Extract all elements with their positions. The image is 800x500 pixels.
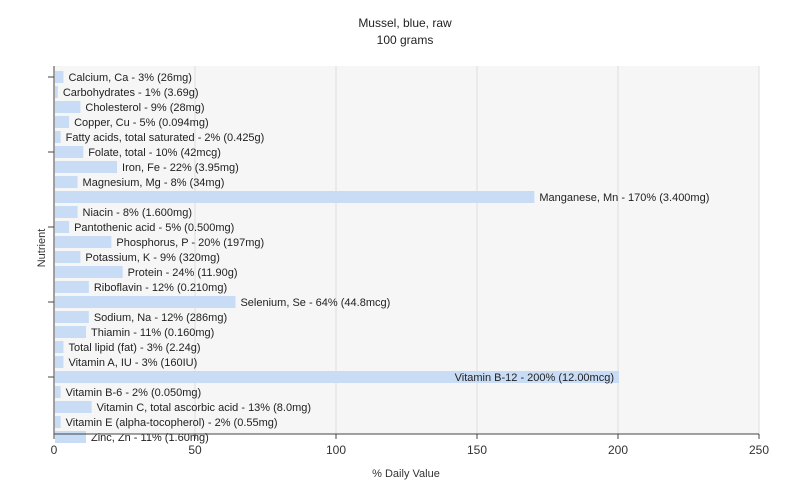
bar-label: Sodium, Na - 12% (286mg) [94,312,227,324]
bar [55,146,84,158]
bar-label: Niacin - 8% (1.600mg) [83,207,192,219]
bar-label: Carbohydrates - 1% (3.69g) [63,87,199,99]
bar-label: Calcium, Ca - 3% (26mg) [68,72,191,84]
bar-label: Vitamin A, IU - 3% (160IU) [68,357,197,369]
bar-label: Magnesium, Mg - 8% (34mg) [83,177,225,189]
bar-label: Folate, total - 10% (42mcg) [88,147,221,159]
bar-label: Copper, Cu - 5% (0.094mg) [74,117,209,129]
bar-label: Iron, Fe - 22% (3.95mg) [122,162,239,174]
bar-label: Vitamin C, total ascorbic acid - 13% (8.… [97,402,311,414]
bar-label: Zinc, Zn - 11% (1.60mg) [91,432,209,444]
bar [55,71,64,83]
bar [55,236,112,248]
bar [55,116,70,128]
x-tick-label: 150 [467,443,487,457]
bar [55,221,70,233]
bar-label: Thiamin - 11% (0.160mg) [91,327,214,339]
bar [55,101,81,113]
bar-label: Fatty acids, total saturated - 2% (0.425… [66,132,265,144]
bar-label: Cholesterol - 9% (28mg) [85,102,204,114]
bar-label: Vitamin E (alpha-tocopherol) - 2% (0.55m… [66,417,278,429]
bar-label: Vitamin B-6 - 2% (0.050mg) [66,387,202,399]
bar-label: Potassium, K - 9% (320mg) [85,252,220,264]
x-tick-label: 100 [326,443,346,457]
bar-label: Phosphorus, P - 20% (197mg) [116,237,264,249]
x-tick-label: 0 [51,443,58,457]
bar-label: Vitamin B-12 - 200% (12.00mcg) [455,372,614,384]
bar [55,431,87,443]
bar [55,311,89,323]
y-axis-label: Nutrient [36,229,48,268]
bar [55,131,61,143]
bar [55,326,87,338]
chart-title: Mussel, blue, raw [358,16,452,30]
bar [55,341,64,353]
bar-label: Protein - 24% (11.90g) [128,267,238,279]
x-axis-label: % Daily Value [372,468,440,480]
bar [55,251,81,263]
bar [55,401,92,413]
bar [55,281,89,293]
x-tick-label: 200 [608,443,628,457]
bar [55,386,61,398]
bar [55,176,78,188]
chart-subtitle: 100 grams [377,33,434,47]
bar [55,356,64,368]
bar [55,266,123,278]
bar-label: Manganese, Mn - 170% (3.400mg) [539,192,709,204]
bar [55,371,619,383]
bar [55,161,118,173]
bar [55,206,78,218]
bar-label: Total lipid (fat) - 3% (2.24g) [68,342,200,354]
x-tick-label: 50 [188,443,202,457]
bar-label: Riboflavin - 12% (0.210mg) [94,282,227,294]
bar [55,296,236,308]
bar-label: Pantothenic acid - 5% (0.500mg) [74,222,234,234]
bar [55,416,61,428]
bar [55,86,58,98]
bar-label: Selenium, Se - 64% (44.8mcg) [240,297,390,309]
x-tick-label: 250 [749,443,769,457]
bar [55,191,535,203]
